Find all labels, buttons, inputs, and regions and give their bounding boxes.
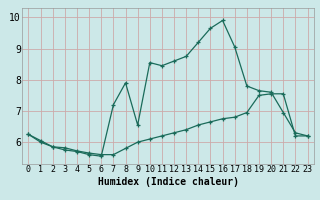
X-axis label: Humidex (Indice chaleur): Humidex (Indice chaleur): [98, 177, 238, 187]
